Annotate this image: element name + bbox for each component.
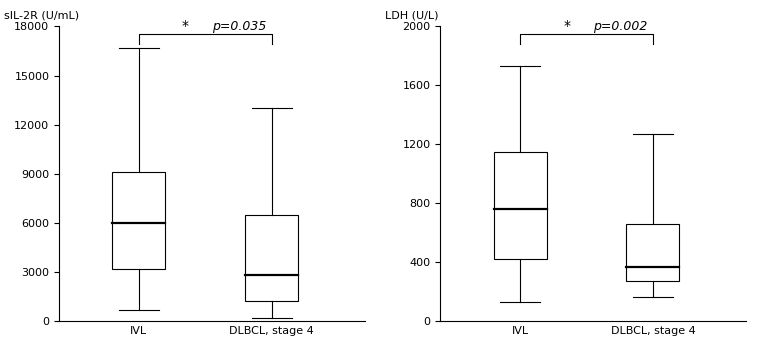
Text: *: * [182,19,188,33]
Text: p=0.035: p=0.035 [212,20,266,33]
Text: LDH (U/L): LDH (U/L) [385,10,439,20]
Bar [494,152,547,259]
Bar [245,215,298,302]
Text: p=0.002: p=0.002 [593,20,647,33]
Text: *: * [563,19,570,33]
Bar [112,172,165,269]
Text: sIL-2R (U/mL): sIL-2R (U/mL) [4,10,79,20]
Bar [626,224,680,281]
